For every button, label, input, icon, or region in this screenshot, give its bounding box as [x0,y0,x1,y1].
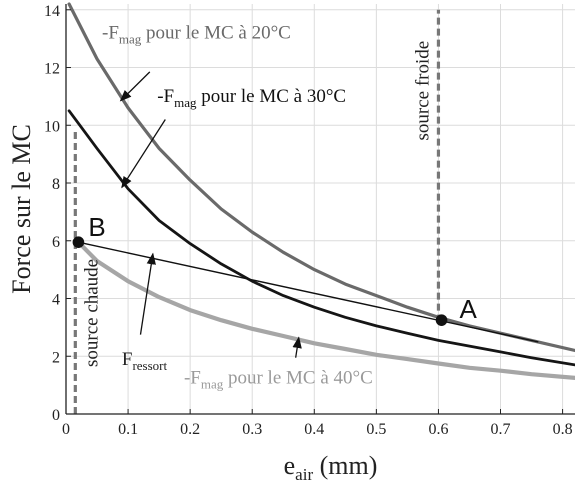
ann-spring-subscript: ressort [132,358,167,373]
y-tick-label: 4 [52,292,60,309]
y-tick-label: 8 [52,176,60,193]
y-tick-label: 0 [52,407,60,424]
point-label-A: A [460,294,478,324]
ann-mc30-subscript: mag [174,95,197,110]
ann-mc40-rest: pour le MC à 40°C [223,368,373,389]
x-tick-label: 0.8 [553,421,573,438]
vline-label-froide: source froide [412,41,433,141]
y-tick-label: 2 [52,349,60,366]
x-axis-label-unit: (mm) [313,451,377,480]
ann-spring-arrow [139,252,156,335]
axes [65,4,575,415]
ann-spring-main: F [122,349,133,370]
axis-labels: eair (mm) Force sur le MC [7,124,378,484]
x-tick-label: 0.2 [180,421,200,438]
x-tick-label: 0.1 [118,421,138,438]
ann-mc20-arrow [119,71,151,102]
points-group: BA [72,212,478,326]
y-axis-label: Force sur le MC [7,124,36,294]
point-B [72,236,85,249]
x-tick-label: 0.6 [428,421,448,438]
ann-mc40-subscript: mag [201,377,224,392]
point-label-B: B [88,212,105,242]
tick-labels: 0 0.1 0.2 0.3 0.4 0.5 0.6 0.7 0.8 0 2 4 6 8 10 12 14 [44,3,573,438]
ann-mc30-main: -F [157,86,174,107]
grid [65,4,575,415]
x-axis-label-main: e [284,451,296,480]
ann-mc40-text: -Fmag pour le MC à 40°C [184,368,373,392]
ann-mc20-subscript: mag [119,32,142,47]
ann-mc20-main: -F [102,23,119,44]
x-tick-label: 0.3 [242,421,262,438]
ann-mc30-rest: pour le MC à 30°C [197,86,347,107]
ann-mc20-text: -Fmag pour le MC à 20°C [102,23,291,47]
x-tick-label: 0.5 [366,421,386,438]
x-tick-label: 0.7 [491,421,511,438]
point-A [435,314,448,326]
vline-label-chaude: source chaude [81,259,102,367]
series-line-mc20 [67,2,575,353]
y-tick-label: 10 [44,118,60,135]
reservoir-lines [73,9,441,414]
y-tick-label: 12 [44,61,60,78]
x-axis-label-subscript: air [295,465,313,480]
ann-spring-text: Fressort [122,349,168,373]
ann-mc30-text: -Fmag pour le MC à 30°C [157,86,346,110]
series-line-mc40 [76,240,575,380]
x-tick-label: 0.4 [304,421,324,438]
ann-mc20-rest: pour le MC à 20°C [141,23,291,44]
series-group [67,2,575,380]
x-tick-label: 0 [62,421,70,438]
y-tick-label: 6 [52,234,60,251]
ann-mc40-main: -F [184,368,201,389]
x-axis-label: eair (mm) [284,451,378,480]
ann-mc40-arrow [292,336,302,358]
y-tick-label: 14 [44,3,60,20]
series-line-mc30 [67,109,575,367]
ann-mc30-arrow [121,119,166,189]
